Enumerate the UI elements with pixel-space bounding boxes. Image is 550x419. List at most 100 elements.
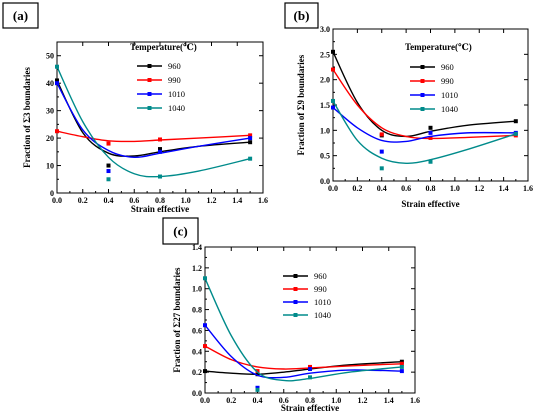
y-axis-label: Fraction of Σ3 boundaries <box>22 67 32 168</box>
legend-entry-1010: 1010 <box>441 90 458 100</box>
data-point-1010 <box>255 385 260 390</box>
series-line-1040 <box>56 66 251 178</box>
data-point-960 <box>513 119 518 124</box>
legend-entry-960: 960 <box>168 61 181 71</box>
data-point-1040 <box>399 364 404 369</box>
panel-label-box <box>2 2 39 29</box>
data-point-1040 <box>308 375 312 380</box>
data-point-1040 <box>513 131 518 136</box>
y-tick-label: 0 <box>50 189 54 198</box>
legend-entry-1040: 1040 <box>168 103 185 113</box>
data-point-1010 <box>379 149 384 154</box>
x-tick-label: 1.0 <box>331 396 341 405</box>
x-tick-label: 0.6 <box>279 396 289 405</box>
panel-label: (b) <box>294 8 310 23</box>
x-tick-label: 0.8 <box>426 184 436 193</box>
data-point-990 <box>255 369 260 374</box>
y-tick-label: 3.0 <box>320 25 330 34</box>
data-point-960 <box>158 147 162 152</box>
data-point-960 <box>399 359 404 364</box>
x-tick-label: 0.8 <box>305 396 315 405</box>
x-axis-label: Strain effective <box>401 199 459 209</box>
y-tick-label: 0.0 <box>192 389 202 398</box>
x-axis-label: Strain effective <box>131 204 189 214</box>
y-tick-label: 0.8 <box>192 306 202 315</box>
data-point-1010 <box>203 323 207 328</box>
y-axis-label: Fraction of Σ27 boundaries <box>172 267 182 373</box>
x-tick-label: 1.6 <box>410 396 420 405</box>
data-point-1040 <box>428 159 433 164</box>
x-tick-label: 0.2 <box>226 396 236 405</box>
x-tick-label: 0.6 <box>401 184 411 193</box>
legend-marker-960 <box>420 65 425 69</box>
y-tick-label: 0.5 <box>320 152 330 161</box>
legend-marker-1040 <box>147 106 152 110</box>
panel-label: (c) <box>173 224 187 239</box>
x-tick-label: 0.0 <box>200 396 210 405</box>
chart-panel-1: (a) 0.0 0.2 0.4 0.6 0.8 1.0 1.2 1.4 1.6 0 10 20 30 40 5… <box>2 2 268 214</box>
x-tick-label: 1.6 <box>258 196 268 205</box>
data-point-1010 <box>158 149 162 154</box>
data-point-1010 <box>248 136 253 141</box>
x-tick-label: 1.4 <box>384 396 394 405</box>
x-tick-label: 0.6 <box>129 196 139 205</box>
x-tick-label: 1.4 <box>499 184 509 193</box>
x-tick-label: 1.0 <box>181 196 191 205</box>
y-tick-label: 20 <box>46 134 54 143</box>
data-point-990 <box>308 364 312 369</box>
chart-panel-2: (b) 0.0 0.2 0.4 0.6 0.8 1.0 1.2 1.4 1.6 0.0 0.5 1.0 1… <box>284 2 533 209</box>
data-point-990 <box>379 132 384 137</box>
x-tick-label: 1.6 <box>523 184 533 193</box>
x-tick-label: 1.2 <box>474 184 484 193</box>
series-line-960 <box>56 80 251 157</box>
legend: Temperature(℃) 960 990 1010 1040 <box>130 42 197 113</box>
y-tick-label: 0.4 <box>192 347 202 356</box>
y-tick-label: 2.0 <box>320 76 330 85</box>
x-axis-label: Strain effective <box>281 403 339 413</box>
data-point-1010 <box>428 130 433 135</box>
y-tick-label: 1.2 <box>192 264 202 273</box>
series-line-960 <box>204 361 402 375</box>
y-tick-label: 1.0 <box>192 285 202 294</box>
series-line-1010 <box>204 324 402 379</box>
x-tick-label: 1.4 <box>232 196 242 205</box>
y-tick-label: 1.4 <box>192 243 202 252</box>
x-tick-label: 0.2 <box>78 196 88 205</box>
legend-marker-1040 <box>420 107 425 111</box>
legend: Temperature(℃) 960 990 1010 1040 <box>405 42 472 114</box>
data-point-990 <box>428 135 433 140</box>
data-point-960 <box>55 78 59 83</box>
series-line-1010 <box>332 106 516 143</box>
data-point-1040 <box>203 276 207 281</box>
legend-entry-1010: 1010 <box>168 89 185 99</box>
x-tick-label: 0.2 <box>352 184 362 193</box>
legend-marker-1010 <box>293 300 298 304</box>
legend-marker-1010 <box>420 93 425 97</box>
panel-label-box <box>284 2 319 29</box>
legend-entry-1040: 1040 <box>441 104 458 114</box>
data-point-1010 <box>399 369 404 374</box>
y-tick-label: 2.5 <box>320 50 330 59</box>
legend-entry-990: 990 <box>168 75 181 85</box>
x-tick-label: 0.4 <box>253 396 263 405</box>
panel-label: (a) <box>13 8 28 23</box>
data-point-1040 <box>331 98 335 103</box>
legend-entry-1040: 1040 <box>314 310 331 320</box>
data-point-1010 <box>331 105 335 110</box>
series-line-1010 <box>56 82 251 159</box>
series-line-990 <box>332 69 516 140</box>
series-line-1040 <box>332 100 517 164</box>
legend-marker-990 <box>147 78 152 82</box>
panel-label-box <box>162 217 199 245</box>
data-point-960 <box>331 49 335 54</box>
legend-entry-1010: 1010 <box>314 297 331 307</box>
data-point-990 <box>106 141 111 146</box>
y-tick-label: 10 <box>46 162 54 171</box>
y-tick-label: 40 <box>46 79 54 88</box>
data-point-990 <box>399 361 404 366</box>
y-axis-label: Fraction of Σ9 boundaries <box>296 54 306 155</box>
x-tick-label: 0.4 <box>377 184 387 193</box>
data-point-990 <box>55 129 59 134</box>
legend: 960 990 1010 1040 <box>283 271 331 320</box>
